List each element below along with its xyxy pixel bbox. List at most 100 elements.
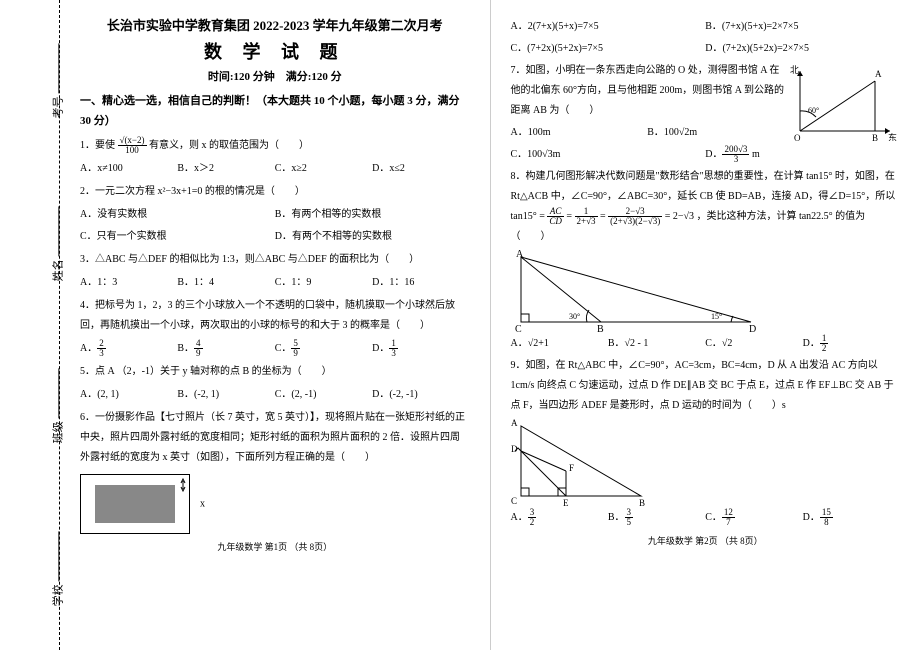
q8-stem-chain: = 2−√3 ，类比这种方法，计算 tan22.5° 的值为（ ） xyxy=(511,211,866,242)
q8-lblA: A xyxy=(516,249,524,260)
q9-A: A．32 xyxy=(511,508,608,528)
binding-name: 姓名 xyxy=(49,206,65,281)
q9-C: C．127 xyxy=(705,508,802,528)
q7-options-row2: C．100√3m D．200√33 m xyxy=(511,145,901,165)
left-page: 长治市实验中学教育集团 2022-2023 学年九年级第二次月考 数 学 试 题… xyxy=(60,0,491,650)
q1: 1．要使 √(x−2)100 有意义，则 x 的取值范围为（ ） xyxy=(80,136,470,156)
binding-name-text: 姓名 xyxy=(52,259,64,281)
q2-C: C．只有一个实数根 xyxy=(80,227,275,247)
q8-options: A．√2+1 B．√2 - 1 C．√2 D．12 xyxy=(511,334,901,354)
q9-lblD: D xyxy=(511,444,518,454)
q4-B-den: 9 xyxy=(194,349,203,358)
q4-A-den: 3 xyxy=(97,349,106,358)
q7-east: 东 xyxy=(888,132,897,141)
q1-radical: √(x−2)100 xyxy=(118,136,147,155)
q9-lblC: C xyxy=(511,496,517,506)
q6-A: A．2(7+x)(5+x)=7×5 xyxy=(511,17,706,37)
binding-school-text: 学校 xyxy=(52,584,64,606)
q5-stem: 5．点 A （2，-1）关于 y 轴对称的点 B 的坐标为（ ） xyxy=(80,362,470,382)
q4-options: A．23 B．49 C．59 D．13 xyxy=(80,339,470,359)
q2-options-row2: C．只有一个实数根 D．有两个不相等的实数根 xyxy=(80,227,470,247)
q7-B: B．100√2m xyxy=(647,123,784,143)
q9-lblE: E xyxy=(563,498,569,506)
q7-angle: 60° xyxy=(808,106,819,115)
q9-options: A．32 B．35 C．127 D．158 xyxy=(511,508,901,528)
q7-D-post: m xyxy=(749,149,759,160)
binding-labels: 考号 姓名 班级 学校 xyxy=(20,0,95,650)
q6-stem: 6．一份摄影作品【七寸照片（长 7 英寸，宽 5 英寸）】，现将照片贴在一张矩形… xyxy=(80,408,470,468)
q8-lblD: D xyxy=(749,324,756,332)
q8-frac1: ACCD xyxy=(547,207,564,226)
q8-angle1: 30° xyxy=(569,312,580,321)
q8-figure: 30° 15° A B C D xyxy=(511,247,771,332)
binding-number-text: 考号 xyxy=(52,97,64,119)
title-time: 时间:120 分钟 满分:120 分 xyxy=(80,68,470,84)
q2-B: B．有两个相等的实数根 xyxy=(275,205,470,225)
q7-north: 北 xyxy=(790,65,799,75)
q9-stem: 9．如图，在 Rt△ABC 中，∠C=90°，AC=3cm，BC=4cm，D 从… xyxy=(511,356,901,416)
q8-frac2: 12+√3 xyxy=(575,207,598,226)
q3-options: A．1：3 B．1：4 C．1：9 D．1：16 xyxy=(80,273,470,293)
q6-x-arrow-icon xyxy=(179,477,187,533)
right-page: A．2(7+x)(5+x)=7×5 B．(7+x)(5+x)=2×7×5 C．(… xyxy=(491,0,920,650)
q3-D: D．1：16 xyxy=(372,273,469,293)
title-main: 长治市实验中学教育集团 2022-2023 学年九年级第二次月考 xyxy=(80,15,470,34)
q6-B: B．(7+x)(5+x)=2×7×5 xyxy=(705,17,900,37)
binding-class-text: 班级 xyxy=(52,422,64,444)
q9-B: B．35 xyxy=(608,508,705,528)
footer-left: 九年级数学 第1页 （共 8页） xyxy=(80,540,470,553)
q8-D: D．12 xyxy=(803,334,900,354)
q9-lblA: A xyxy=(511,418,518,428)
q3-B: B．1：4 xyxy=(177,273,274,293)
q2-options-row1: A．没有实数根 B．有两个相等的实数根 xyxy=(80,205,470,225)
q5-B: B．(-2, 1) xyxy=(177,385,274,405)
q1-stem-post: 有意义，则 x 的取值范围为（ ） xyxy=(149,140,309,151)
q4-stem: 4．把标号为 1，2，3 的三个小球放入一个不透明的口袋中，随机摸取一个小球然后… xyxy=(80,296,470,336)
q6-options-row2: C．(7+2x)(5+2x)=7×5 D．(7+2x)(5+2x)=2×7×5 xyxy=(511,39,901,59)
q6-photo-inner xyxy=(95,485,175,523)
q9-C-den: 7 xyxy=(722,518,735,527)
q7-D-pre: D． xyxy=(705,149,722,160)
q8-D-den: 2 xyxy=(820,344,829,353)
q8-B: B．√2 - 1 xyxy=(608,334,705,354)
q4-B: B．49 xyxy=(177,339,274,359)
q6-D: D．(7+2x)(5+2x)=2×7×5 xyxy=(705,39,900,59)
q5-options: A．(2, 1) B．(-2, 1) C．(2, -1) D．(-2, -1) xyxy=(80,385,470,405)
q7-A: A．100m xyxy=(511,123,648,143)
q1-C: C．x≥2 xyxy=(275,159,372,179)
q5-C: C．(2, -1) xyxy=(275,385,372,405)
q9-A-den: 2 xyxy=(528,518,537,527)
q9-lblF: F xyxy=(569,463,574,473)
q7-D: D．200√33 m xyxy=(705,145,900,165)
title-subject: 数 学 试 题 xyxy=(80,38,470,64)
q7-C: C．100√3m xyxy=(511,145,706,165)
q6-figure: x xyxy=(80,474,190,534)
page-container: 考号 姓名 班级 学校 长治市实验中学教育集团 2022-2023 学年九年级第… xyxy=(0,0,920,650)
q9-D: D．158 xyxy=(803,508,900,528)
q8-angle2: 15° xyxy=(711,312,722,321)
q7-lblA: A xyxy=(875,69,882,79)
q1-B: B．x＞2 xyxy=(177,159,274,179)
q7-lblB: B xyxy=(872,133,878,141)
q8-A: A．√2+1 xyxy=(511,334,608,354)
q5-D: D．(-2, -1) xyxy=(372,385,469,405)
q4-D-den: 3 xyxy=(389,349,398,358)
q2-A: A．没有实数根 xyxy=(80,205,275,225)
q2-stem: 2．一元二次方程 x²−3x+1=0 的根的情况是（ ） xyxy=(80,182,470,202)
binding-margin: 考号 姓名 班级 学校 xyxy=(0,0,60,650)
q3-stem: 3．△ABC 与△DEF 的相似比为 1:3，则△ABC 与△DEF 的面积比为… xyxy=(80,250,470,270)
q8-lblC: C xyxy=(515,324,522,332)
binding-school: 学校 xyxy=(49,531,65,606)
footer-right: 九年级数学 第2页 （共 8页） xyxy=(511,534,901,547)
q8-lblB: B xyxy=(597,324,604,332)
q7-options-row1: A．100m B．100√2m xyxy=(511,123,785,143)
q6-options-row1: A．2(7+x)(5+x)=7×5 B．(7+x)(5+x)=2×7×5 xyxy=(511,17,901,37)
q4-D: D．13 xyxy=(372,339,469,359)
q1-D: D．x≤2 xyxy=(372,159,469,179)
q6-x-label: x xyxy=(200,498,205,509)
q4-C-den: 9 xyxy=(291,349,300,358)
q4-C: C．59 xyxy=(275,339,372,359)
q3-C: C．1：9 xyxy=(275,273,372,293)
binding-class: 班级 xyxy=(49,369,65,444)
q8-frac3: 2−√3(2+√3)(2−√3) xyxy=(608,207,662,226)
